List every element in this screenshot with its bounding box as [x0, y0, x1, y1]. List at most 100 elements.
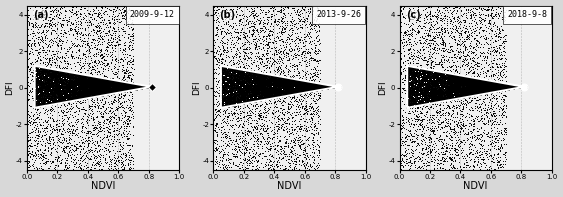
Point	[446, 33, 455, 36]
Point	[277, 85, 286, 88]
Point	[290, 92, 299, 95]
Point	[41, 38, 50, 41]
Point	[253, 164, 262, 167]
Point	[446, 75, 455, 78]
Point	[446, 87, 455, 90]
Point	[302, 85, 311, 88]
Point	[446, 88, 455, 91]
Point	[433, 85, 442, 88]
Point	[469, 81, 478, 85]
Point	[253, 81, 262, 84]
Point	[444, 85, 453, 88]
Point	[411, 78, 420, 82]
Point	[52, 98, 61, 101]
Point	[310, 85, 319, 88]
Point	[256, 99, 265, 102]
Point	[324, 84, 333, 87]
Point	[42, 90, 51, 93]
Point	[412, 67, 421, 70]
Point	[226, 91, 235, 95]
Point	[253, 87, 262, 90]
Point	[421, 95, 430, 98]
Point	[129, 88, 138, 91]
Point	[521, 85, 530, 88]
Point	[136, 83, 145, 86]
Point	[459, 75, 468, 78]
Point	[449, 82, 458, 85]
Point	[336, 85, 345, 88]
Point	[32, 91, 41, 94]
Point	[30, 120, 39, 123]
Point	[41, 93, 50, 97]
Point	[145, 85, 154, 89]
Point	[502, 87, 511, 91]
Point	[472, 86, 481, 89]
Point	[135, 86, 144, 89]
Point	[123, 88, 132, 92]
Point	[440, 83, 449, 86]
Point	[102, 86, 111, 90]
Point	[461, 85, 470, 88]
Point	[226, 82, 235, 85]
Point	[235, 162, 244, 165]
Point	[410, 81, 419, 84]
Point	[127, 86, 136, 89]
Point	[273, 76, 282, 79]
Point	[431, 61, 440, 64]
Point	[245, 86, 254, 90]
Point	[95, 84, 104, 87]
Point	[489, 85, 498, 88]
Point	[466, 82, 475, 85]
Point	[491, 87, 501, 90]
Point	[312, 82, 321, 85]
Point	[477, 86, 486, 89]
Point	[83, 91, 92, 94]
Point	[466, 79, 475, 82]
Point	[51, 74, 60, 77]
Point	[23, 119, 32, 122]
Point	[59, 80, 68, 83]
Point	[504, 88, 513, 91]
Point	[272, 75, 281, 78]
Point	[244, 91, 253, 95]
Point	[251, 73, 260, 77]
Point	[494, 83, 503, 86]
Point	[270, 87, 279, 90]
Point	[90, 77, 99, 80]
Point	[256, 82, 265, 85]
Point	[97, 85, 106, 88]
Point	[123, 89, 132, 92]
Point	[60, 99, 69, 102]
Point	[64, 72, 73, 75]
Point	[53, 73, 62, 76]
Point	[74, 76, 83, 79]
Point	[426, 149, 435, 152]
Point	[477, 63, 486, 66]
Point	[479, 91, 488, 95]
Point	[500, 85, 509, 88]
Point	[439, 92, 448, 95]
Point	[101, 85, 110, 88]
Point	[99, 77, 108, 81]
Point	[37, 82, 46, 85]
Point	[87, 163, 96, 166]
Point	[46, 99, 55, 102]
Point	[222, 86, 231, 90]
Point	[519, 85, 528, 88]
Point	[136, 85, 145, 88]
Point	[218, 48, 227, 51]
Point	[48, 78, 57, 82]
Point	[104, 81, 113, 84]
Point	[218, 105, 227, 108]
Point	[83, 91, 92, 95]
Point	[247, 126, 256, 129]
Point	[462, 86, 471, 90]
Point	[239, 57, 248, 60]
Point	[271, 74, 280, 77]
Point	[63, 78, 72, 81]
Point	[405, 93, 414, 96]
Point	[96, 93, 105, 96]
Point	[257, 94, 266, 97]
Point	[232, 81, 241, 84]
Point	[55, 88, 64, 92]
